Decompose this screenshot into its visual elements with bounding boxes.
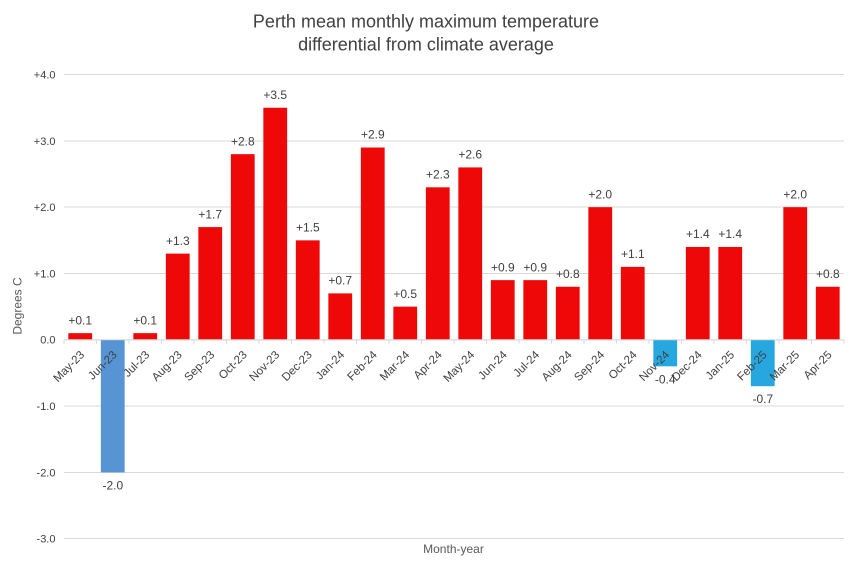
svg-text:+1.4: +1.4 [718,227,742,241]
svg-text:-0.4: -0.4 [655,372,676,386]
svg-text:+1.5: +1.5 [296,221,320,235]
svg-text:-1.0: -1.0 [37,401,56,413]
svg-text:+0.5: +0.5 [393,287,417,301]
svg-text:+0.8: +0.8 [556,267,580,281]
svg-text:differential from climate aver: differential from climate average [298,35,554,55]
svg-text:+1.7: +1.7 [198,207,222,221]
svg-text:+0.7: +0.7 [328,274,352,288]
svg-text:+1.1: +1.1 [621,247,645,261]
svg-text:-0.7: -0.7 [752,392,773,406]
svg-text:+0.1: +0.1 [133,313,157,327]
svg-text:+3.0: +3.0 [34,136,56,148]
svg-text:+4.0: +4.0 [34,70,56,82]
svg-text:+1.0: +1.0 [34,268,56,280]
svg-text:+0.9: +0.9 [491,260,515,274]
svg-text:+1.3: +1.3 [166,234,190,248]
svg-text:+2.0: +2.0 [34,202,56,214]
svg-text:+2.9: +2.9 [361,128,385,142]
svg-text:-2.0: -2.0 [102,478,123,492]
svg-text:+2.0: +2.0 [783,187,807,201]
svg-text:+2.6: +2.6 [458,148,482,162]
svg-text:+0.1: +0.1 [68,313,92,327]
svg-text:-2.0: -2.0 [37,467,56,479]
svg-text:+2.3: +2.3 [426,168,450,182]
svg-text:0.0: 0.0 [40,335,55,347]
svg-text:+2.8: +2.8 [231,134,255,148]
svg-text:Month-year: Month-year [423,542,484,556]
svg-text:+1.4: +1.4 [686,227,710,241]
svg-text:Degrees C: Degrees C [11,277,25,335]
svg-text:+2.0: +2.0 [588,187,612,201]
svg-text:+0.9: +0.9 [523,260,547,274]
svg-text:+3.5: +3.5 [263,88,287,102]
svg-text:Perth mean monthly maximum tem: Perth mean monthly maximum temperature [253,12,599,32]
svg-text:-3.0: -3.0 [37,534,56,546]
svg-text:+0.8: +0.8 [816,267,840,281]
